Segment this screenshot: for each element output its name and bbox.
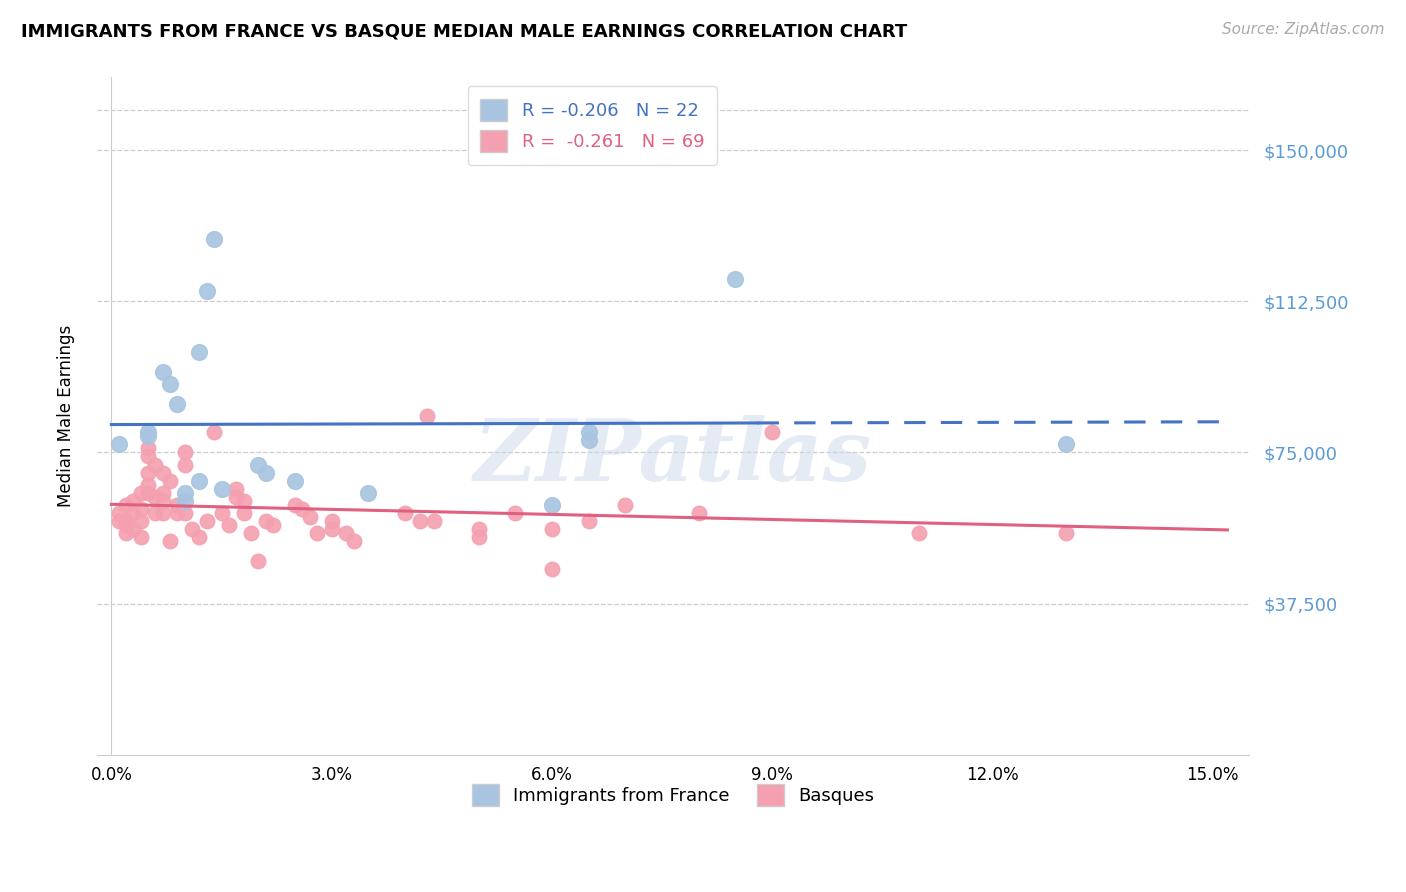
Point [115, 498, 138, 512]
Point [394, 506, 416, 520]
Point [188, 344, 211, 359]
Point [254, 514, 277, 528]
Point [136, 425, 159, 440]
Point [254, 466, 277, 480]
Point [225, 490, 247, 504]
Point [908, 526, 931, 541]
Point [159, 534, 181, 549]
Point [202, 232, 225, 246]
Point [115, 514, 138, 528]
Point [166, 506, 188, 520]
Point [122, 493, 145, 508]
Point [136, 429, 159, 443]
Point [152, 466, 174, 480]
Point [211, 482, 233, 496]
Point [541, 522, 564, 536]
Point [232, 493, 254, 508]
Point [409, 514, 432, 528]
Point [152, 493, 174, 508]
Point [188, 474, 211, 488]
Point [159, 474, 181, 488]
Point [239, 526, 262, 541]
Point [724, 272, 747, 286]
Point [136, 466, 159, 480]
Point [122, 522, 145, 536]
Point [541, 498, 564, 512]
Point [218, 518, 240, 533]
Point [129, 530, 152, 544]
Point [284, 474, 307, 488]
Point [357, 485, 380, 500]
Point [152, 506, 174, 520]
Point [305, 526, 328, 541]
Point [145, 458, 167, 472]
Point [152, 365, 174, 379]
Point [467, 522, 489, 536]
Point [284, 498, 307, 512]
Point [136, 442, 159, 456]
Point [173, 506, 195, 520]
Text: Source: ZipAtlas.com: Source: ZipAtlas.com [1222, 22, 1385, 37]
Point [173, 445, 195, 459]
Y-axis label: Median Male Earnings: Median Male Earnings [58, 325, 75, 508]
Point [232, 506, 254, 520]
Point [761, 425, 783, 440]
Point [129, 514, 152, 528]
Point [115, 518, 138, 533]
Point [195, 514, 218, 528]
Point [541, 562, 564, 576]
Point [416, 409, 439, 424]
Point [129, 502, 152, 516]
Point [136, 450, 159, 464]
Point [262, 518, 284, 533]
Point [136, 485, 159, 500]
Point [152, 485, 174, 500]
Point [1054, 437, 1077, 451]
Point [129, 485, 152, 500]
Point [247, 554, 270, 568]
Point [122, 506, 145, 520]
Point [166, 498, 188, 512]
Point [107, 506, 129, 520]
Point [173, 485, 195, 500]
Point [145, 490, 167, 504]
Point [321, 514, 343, 528]
Point [423, 514, 446, 528]
Point [291, 502, 314, 516]
Point [614, 498, 637, 512]
Point [298, 510, 321, 524]
Point [166, 397, 188, 411]
Point [467, 530, 489, 544]
Text: ZIPatlas: ZIPatlas [474, 415, 872, 499]
Point [195, 284, 218, 298]
Point [578, 514, 600, 528]
Point [159, 376, 181, 391]
Point [225, 482, 247, 496]
Point [107, 514, 129, 528]
Point [202, 425, 225, 440]
Text: IMMIGRANTS FROM FRANCE VS BASQUE MEDIAN MALE EARNINGS CORRELATION CHART: IMMIGRANTS FROM FRANCE VS BASQUE MEDIAN … [21, 22, 907, 40]
Point [503, 506, 526, 520]
Point [145, 506, 167, 520]
Point [688, 506, 710, 520]
Point [136, 477, 159, 491]
Point [321, 522, 343, 536]
Legend: Immigrants from France, Basques: Immigrants from France, Basques [464, 777, 882, 814]
Point [1054, 526, 1077, 541]
Point [188, 530, 211, 544]
Point [335, 526, 357, 541]
Point [173, 493, 195, 508]
Point [115, 526, 138, 541]
Point [211, 506, 233, 520]
Point [343, 534, 366, 549]
Point [107, 437, 129, 451]
Point [173, 458, 195, 472]
Point [578, 434, 600, 448]
Point [181, 522, 204, 536]
Point [578, 425, 600, 440]
Point [247, 458, 270, 472]
